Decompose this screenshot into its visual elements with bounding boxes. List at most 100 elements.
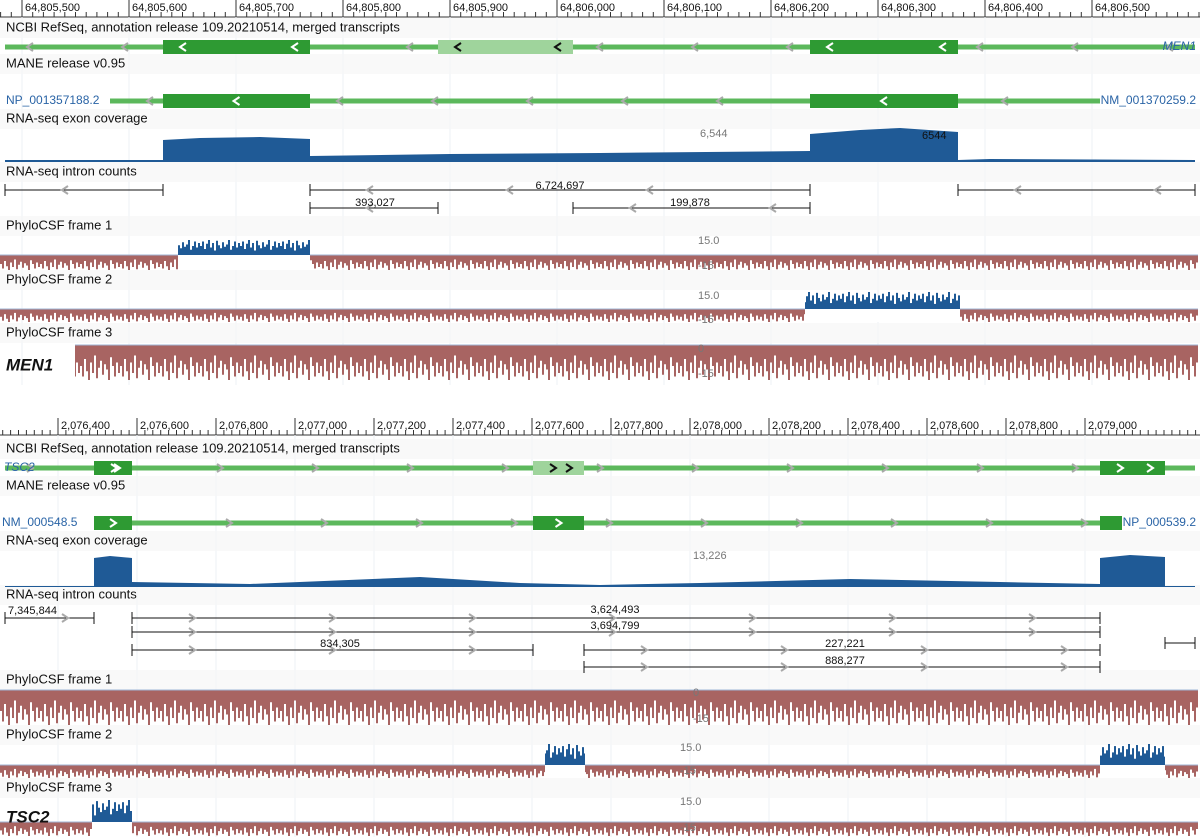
track-band: [0, 531, 1200, 551]
strand-arrow: [640, 645, 649, 655]
strand-arrow: [888, 627, 897, 637]
transcript-label: TSC2: [4, 460, 35, 474]
ruler-label: 64,806,300: [881, 2, 936, 14]
track-band: [0, 670, 1200, 690]
exon: [94, 461, 132, 475]
strand-arrow: [328, 613, 337, 623]
mane-label: NP_000539.2: [1123, 515, 1197, 529]
intron-count: 834,305: [320, 638, 360, 650]
phylo-scale: -15: [693, 713, 709, 725]
ruler-label: 64,806,100: [667, 2, 722, 14]
gene-label: TSC2: [6, 807, 50, 826]
phylo-positive: [545, 744, 585, 765]
strand-arrow: [61, 613, 70, 623]
track-title: MANE release v0.95: [6, 477, 125, 492]
ruler-label: 64,805,700: [239, 2, 294, 14]
phylo-gap: [1100, 765, 1165, 778]
strand-arrow: [608, 627, 617, 637]
strand-arrow: [640, 662, 649, 672]
phylo-positive: [178, 240, 310, 255]
strand-arrow: [505, 185, 514, 195]
ruler-label: 2,078,400: [851, 420, 900, 432]
strand-arrow: [468, 627, 477, 637]
strand-arrow: [549, 463, 558, 473]
strand-arrow: [1153, 185, 1162, 195]
strand-arrow: [780, 662, 789, 672]
track-title: RNA-seq intron counts: [6, 586, 137, 601]
phylo-scale: 15.0: [698, 235, 719, 247]
phylo-gap: [178, 255, 310, 270]
phylo-scale: -15: [698, 368, 714, 380]
strand-arrow: [595, 42, 604, 52]
strand-arrow: [145, 96, 154, 106]
ruler-label: 64,805,900: [453, 2, 508, 14]
strand-arrow: [605, 518, 614, 528]
exon: [810, 40, 958, 54]
strand-arrow: [415, 518, 424, 528]
strand-arrow: [525, 96, 534, 106]
intron-count: 7,345,844: [8, 605, 57, 617]
mane-line: [94, 520, 1122, 526]
mane-label: NM_000548.5: [2, 515, 78, 529]
strand-arrow: [553, 42, 562, 52]
track-title: PhyloCSF frame 2: [6, 726, 112, 741]
strand-arrow: [328, 645, 337, 655]
ruler-label: 2,077,000: [298, 420, 347, 432]
strand-arrow: [216, 463, 225, 473]
strand-arrow: [596, 463, 605, 473]
track-band: [0, 323, 1200, 343]
ruler-label: 2,076,600: [140, 420, 189, 432]
phylo-negative: [0, 690, 1198, 725]
intron-count: 888,277: [825, 655, 865, 667]
ruler-label: 2,077,800: [614, 420, 663, 432]
strand-arrow: [985, 518, 994, 528]
strand-arrow: [920, 662, 929, 672]
track-band: [0, 725, 1200, 745]
strand-arrow: [1146, 463, 1155, 473]
strand-arrow: [328, 627, 337, 637]
strand-arrow: [976, 463, 985, 473]
coverage-area: [5, 128, 1195, 162]
strand-arrow: [225, 518, 234, 528]
ruler-label: 2,077,400: [456, 420, 505, 432]
strand-arrow: [1070, 42, 1079, 52]
strand-arrow: [700, 518, 709, 528]
intron-count: 6,724,697: [536, 180, 585, 192]
strand-arrow: [501, 463, 510, 473]
phylo-negative: [75, 345, 1198, 380]
track-band: [0, 54, 1200, 74]
phylo-gap: [545, 765, 585, 778]
exon: [1100, 461, 1165, 475]
ruler-label: 64,806,200: [774, 2, 829, 14]
track-band: [0, 216, 1200, 236]
strand-arrow: [468, 613, 477, 623]
strand-arrow: [1060, 645, 1069, 655]
strand-arrow: [188, 613, 197, 623]
ruler-label: 64,805,500: [25, 2, 80, 14]
strand-arrow: [879, 96, 888, 106]
intron-count: 393,027: [355, 197, 395, 209]
exon: [163, 94, 310, 108]
strand-arrow: [1116, 463, 1125, 473]
phylo-scale: 0: [698, 343, 704, 355]
ruler-label: 64,806,500: [1095, 2, 1150, 14]
strand-arrow: [608, 613, 617, 623]
strand-arrow: [768, 203, 777, 213]
track-band: [0, 18, 1200, 38]
track-title: RNA-seq intron counts: [6, 163, 137, 178]
track-title: PhyloCSF frame 3: [6, 779, 112, 794]
strand-arrow: [920, 645, 929, 655]
strand-arrow: [825, 42, 834, 52]
strand-arrow: [510, 518, 519, 528]
strand-arrow: [25, 42, 34, 52]
transcript-line: [5, 44, 1195, 50]
track-band: [0, 585, 1200, 605]
strand-arrow: [1028, 627, 1037, 637]
strand-arrow: [881, 463, 890, 473]
phylo-positive: [1100, 744, 1165, 765]
ruler-label: 2,078,200: [772, 420, 821, 432]
strand-arrow: [110, 463, 119, 473]
phylo-scale: 15.0: [698, 290, 719, 302]
strand-arrow: [430, 96, 439, 106]
